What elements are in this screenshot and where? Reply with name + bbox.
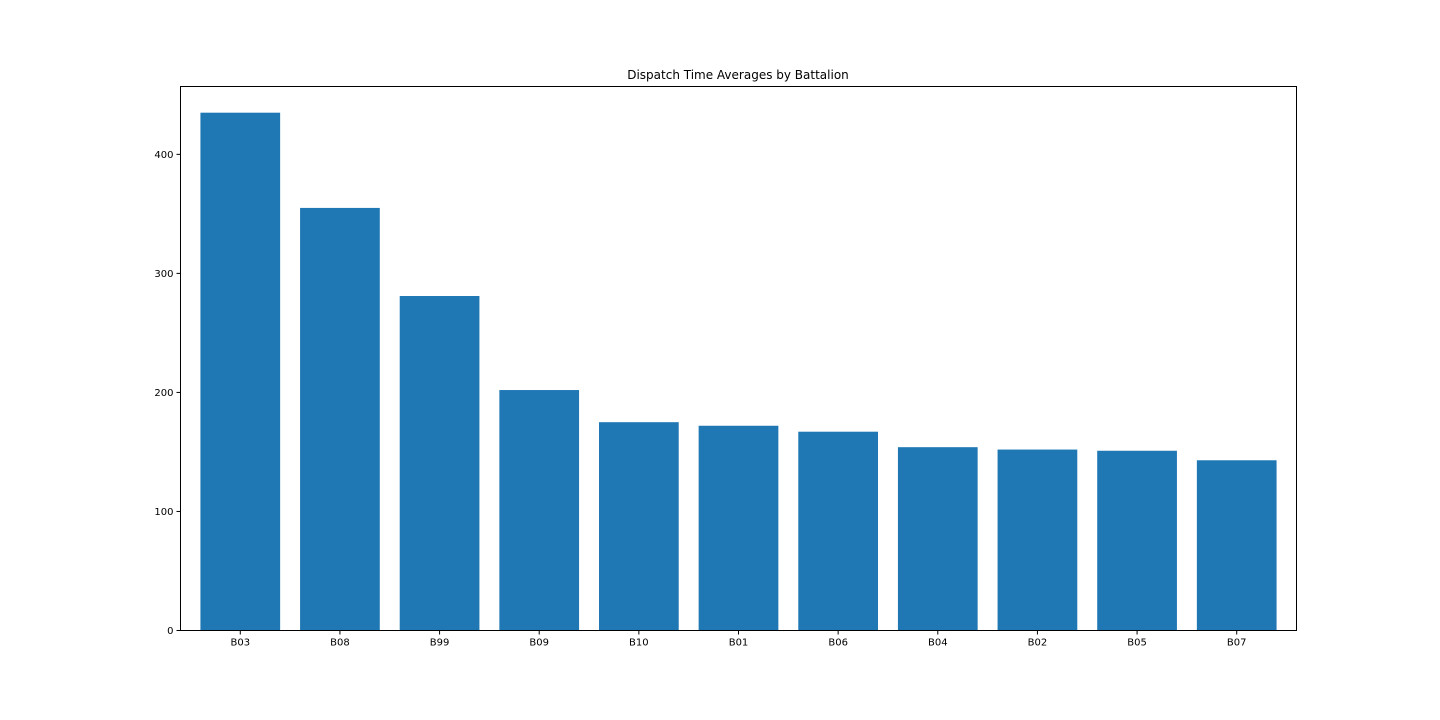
x-tick-label: B08 bbox=[330, 638, 350, 649]
y-tick-label: 300 bbox=[154, 269, 173, 280]
x-tick-label: B10 bbox=[629, 638, 649, 649]
y-tick-label: 400 bbox=[154, 150, 173, 161]
bar-b03 bbox=[200, 112, 281, 631]
bar-b06 bbox=[798, 431, 878, 631]
bar-b08 bbox=[300, 207, 380, 631]
bar-b09 bbox=[499, 390, 580, 631]
y-tick-label: 100 bbox=[154, 507, 173, 518]
chart-title: Dispatch Time Averages by Battalion bbox=[627, 68, 849, 82]
x-tick-label: B02 bbox=[1028, 638, 1048, 649]
x-tick-label: B03 bbox=[230, 638, 250, 649]
x-tick-label: B01 bbox=[729, 638, 749, 649]
x-tick-label: B06 bbox=[828, 638, 848, 649]
x-tick-label: B04 bbox=[928, 638, 948, 649]
x-tick-label: B09 bbox=[529, 638, 549, 649]
bar-b02 bbox=[997, 449, 1078, 631]
bar-b10 bbox=[599, 422, 679, 631]
bar-b04 bbox=[897, 447, 978, 631]
bar-b01 bbox=[698, 425, 779, 631]
bar-b07 bbox=[1196, 460, 1277, 631]
y-axis: 0 100 200 300 400 bbox=[154, 150, 181, 637]
bars-group bbox=[200, 112, 1277, 631]
bar-b99 bbox=[399, 296, 480, 631]
bar-b05 bbox=[1097, 450, 1177, 631]
x-tick-label: B99 bbox=[430, 638, 450, 649]
y-tick-label: 0 bbox=[167, 626, 173, 637]
x-axis: B03 B08 B99 B09 B10 B01 B06 B04 B02 B05 B07 bbox=[230, 630, 1247, 649]
x-tick-label: B05 bbox=[1127, 638, 1147, 649]
plot-frame bbox=[180, 86, 1297, 631]
x-tick-label: B07 bbox=[1227, 638, 1247, 649]
y-tick-label: 200 bbox=[154, 388, 173, 399]
